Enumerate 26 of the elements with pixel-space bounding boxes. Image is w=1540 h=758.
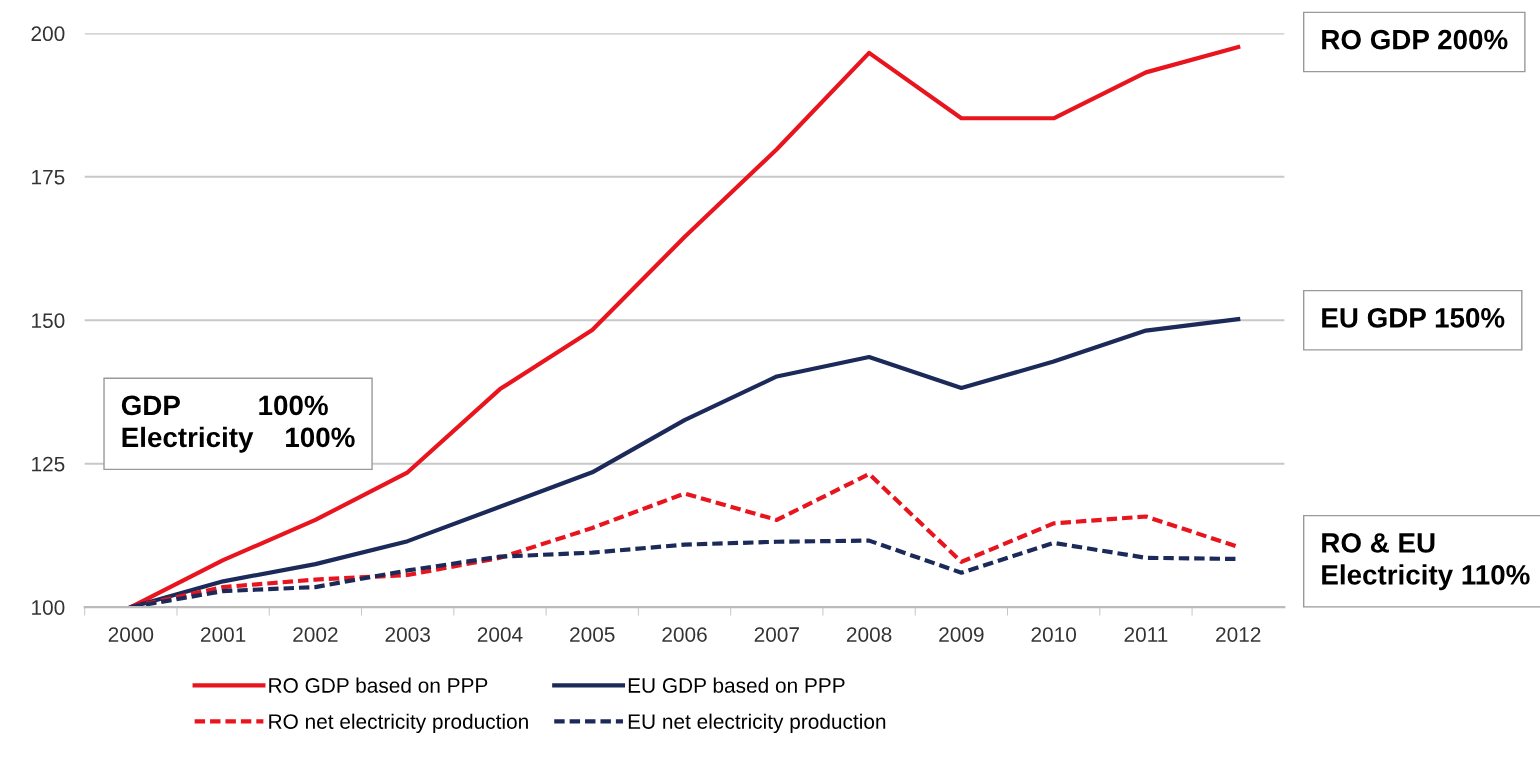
- legend-label: RO net electricity production: [269, 713, 528, 734]
- y-tick-label: 175: [32, 170, 65, 185]
- annotation: GDP 100% Electricity 100%: [121, 395, 355, 453]
- x-tick-label: 2001: [201, 627, 246, 642]
- legend-label: EU net electricity production: [628, 713, 886, 734]
- x-tick-label: 2009: [939, 627, 984, 642]
- y-tick-label: 200: [31, 26, 65, 42]
- text: RO GDP 200%: [1322, 29, 1508, 50]
- y-tick-label: 150: [32, 313, 65, 329]
- x-tick-label: 2002: [293, 627, 338, 642]
- y-tick-label: 125: [32, 456, 65, 472]
- legend-label: EU GDP based on PPP: [628, 677, 845, 693]
- x-tick-label: 2007: [754, 627, 799, 642]
- text: EU GDP 150%: [1322, 308, 1505, 328]
- legend-label: RO GDP based on PPP: [269, 677, 488, 693]
- x-tick-label: 2004: [477, 627, 523, 642]
- x-tick-label: 2011: [1124, 627, 1168, 642]
- x-tick-label: 2006: [662, 627, 707, 642]
- text: RO & EU Electricity 110%: [1322, 533, 1530, 591]
- x-tick-label: 2010: [1031, 627, 1077, 642]
- x-tick-label: 2000: [108, 627, 154, 642]
- x-tick-label: 2005: [570, 627, 615, 642]
- x-tick-label: 2003: [385, 627, 430, 642]
- x-tick-label: 2012: [1216, 627, 1261, 642]
- y-tick-label: 100: [32, 600, 65, 615]
- x-tick-label: 2008: [846, 627, 892, 642]
